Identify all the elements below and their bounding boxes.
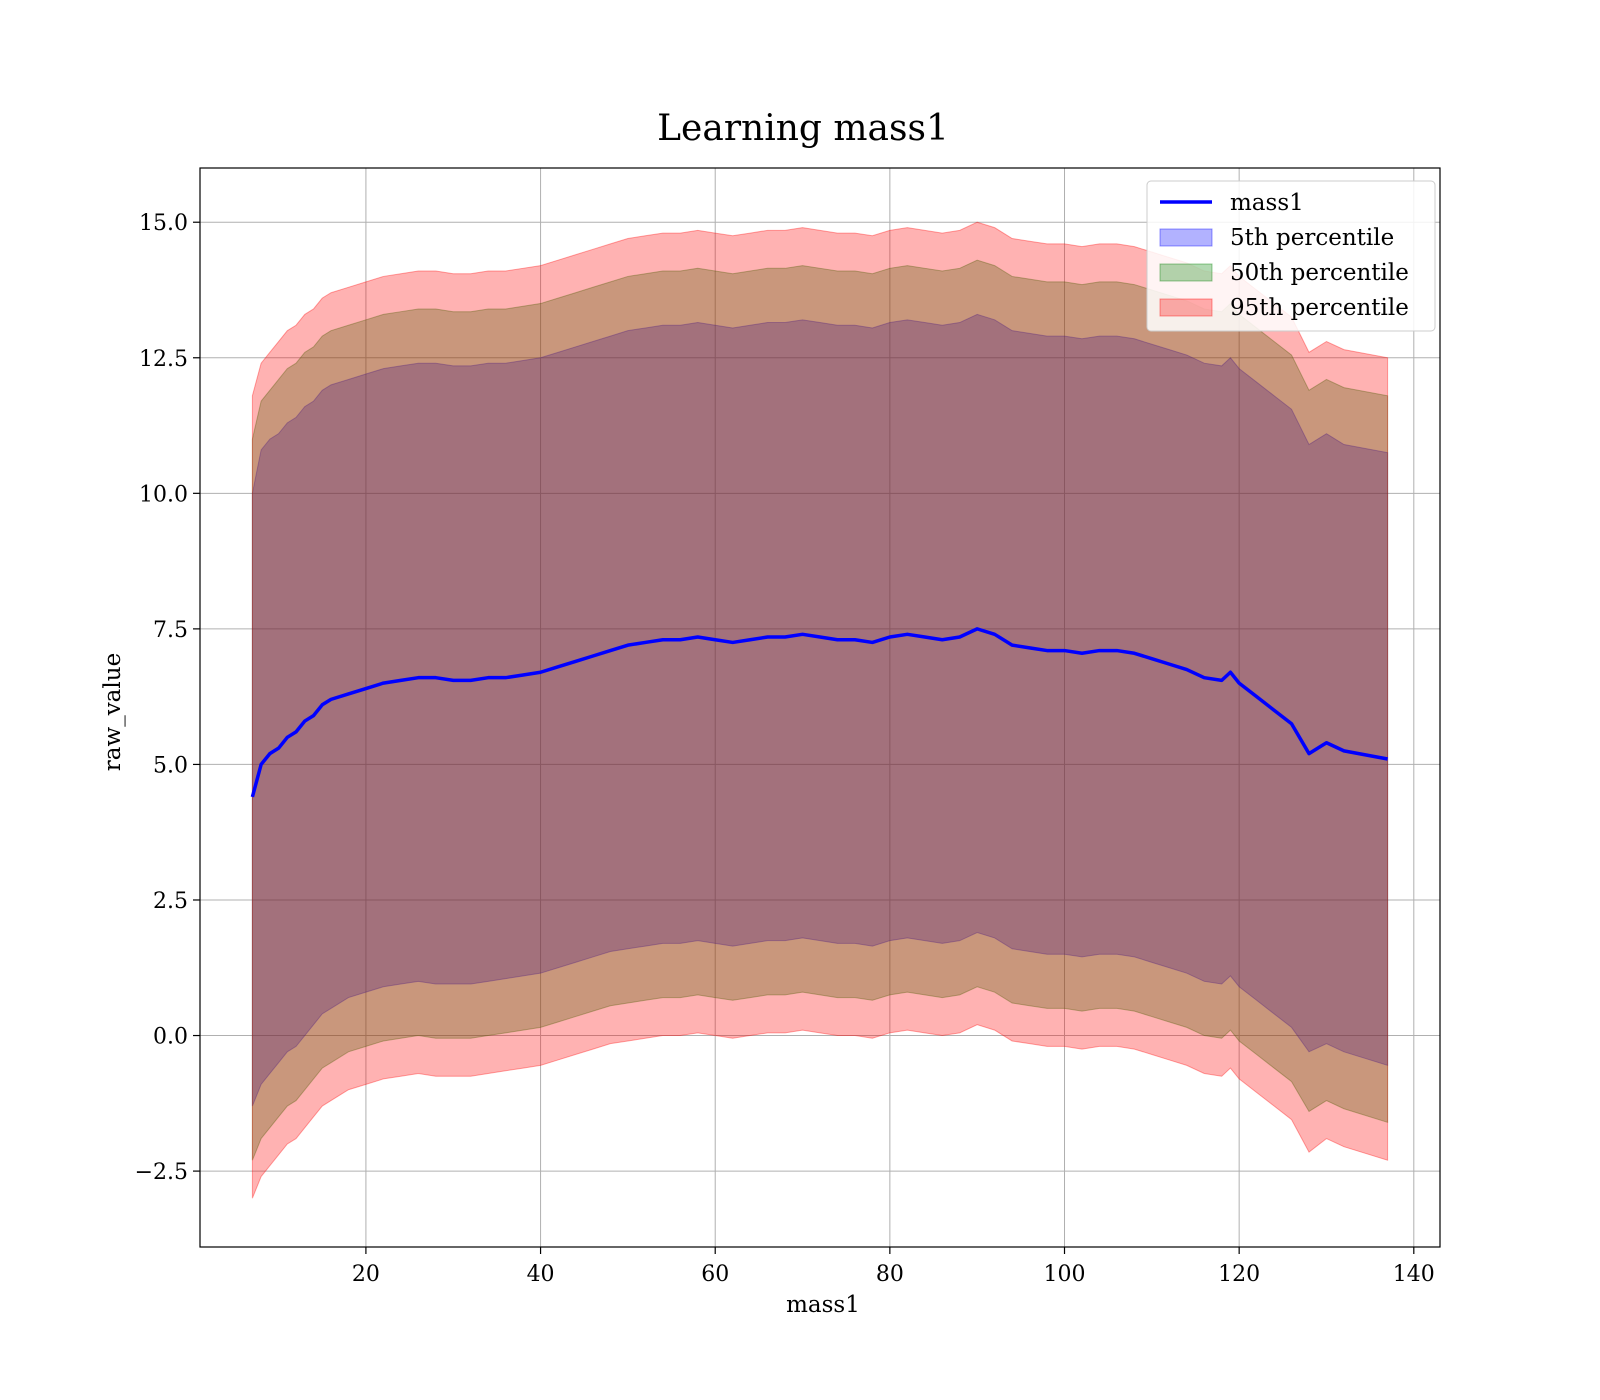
- legend: mass1 5th percentile 50th percentile 95th p…: [1146, 180, 1436, 332]
- x-tick-label: 80: [876, 1262, 904, 1287]
- percentile-bands: [251, 221, 1389, 1199]
- legend-label-5th-percentile: 5th percentile: [1230, 225, 1394, 251]
- legend-swatch-50th-percentile: [1159, 263, 1213, 282]
- y-tick-label: 2.5: [153, 889, 188, 914]
- x-tick-label: 120: [1218, 1262, 1260, 1287]
- x-axis-label: mass1: [786, 1292, 860, 1318]
- legend-label-mass1: mass1: [1230, 190, 1304, 216]
- x-tick-label: 40: [527, 1262, 555, 1287]
- series-lines: [250, 627, 1388, 798]
- x-tick-label: 20: [352, 1262, 380, 1287]
- x-tick-label: 60: [701, 1262, 729, 1287]
- legend-swatch-95th-percentile: [1159, 298, 1213, 317]
- legend-label-50th-percentile: 50th percentile: [1230, 260, 1409, 286]
- plot-frame: [199, 167, 1441, 1248]
- x-tick-label: 140: [1393, 1262, 1435, 1287]
- y-tick-label: 0.0: [153, 1025, 188, 1050]
- y-tick-label: 15.0: [139, 211, 188, 236]
- y-tick-label: 10.0: [139, 482, 188, 507]
- y-axis-label: raw_value: [100, 653, 126, 771]
- legend-items: mass1 5th percentile 50th percentile 95th p…: [1159, 190, 1409, 321]
- x-axis-ticks: 20 40 60 80 100 120 140: [352, 1247, 1435, 1287]
- y-tick-label: 7.5: [153, 618, 188, 643]
- legend-swatch-5th-percentile: [1159, 228, 1213, 247]
- x-tick-label: 100: [1044, 1262, 1086, 1287]
- y-axis-ticks: −2.5 0.0 2.5 5.0 7.5 10.0 12.5 15.0: [135, 211, 200, 1185]
- grid: [200, 168, 1440, 1247]
- band-50th-percentile: [251, 259, 1389, 1161]
- band-95th-percentile: [251, 221, 1389, 1199]
- y-tick-label: 12.5: [139, 347, 188, 372]
- line-mass1: [250, 627, 1388, 798]
- legend-label-95th-percentile: 95th percentile: [1230, 295, 1409, 321]
- legend-box: [1146, 180, 1436, 332]
- chart-title: Learning mass1: [657, 108, 949, 149]
- band-5th-percentile: [251, 313, 1389, 1107]
- y-tick-label: −2.5: [135, 1160, 188, 1185]
- y-tick-label: 5.0: [153, 753, 188, 778]
